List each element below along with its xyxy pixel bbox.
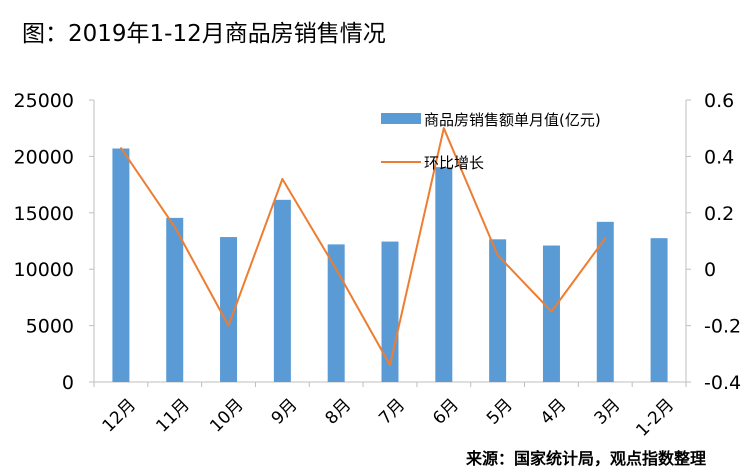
x-tick-label: 4月 bbox=[537, 395, 571, 429]
right-tick-label: -0.2 bbox=[704, 316, 741, 338]
bar bbox=[542, 245, 560, 382]
line-point bbox=[496, 254, 499, 256]
growth-line bbox=[120, 127, 607, 367]
chart-title: 图：2019年1-12月商品房销售情况 bbox=[22, 21, 386, 47]
bar bbox=[273, 199, 291, 382]
x-tick-label: 1-2月 bbox=[632, 395, 678, 441]
legend-line-label: 环比增长 bbox=[424, 154, 484, 172]
x-tick-label: 6月 bbox=[429, 395, 463, 429]
x-tick-label: 12月 bbox=[99, 395, 140, 436]
line-point bbox=[389, 364, 391, 366]
right-tick-label: 0.2 bbox=[704, 203, 734, 225]
x-tick-label: 10月 bbox=[206, 395, 247, 436]
x-tick-label: 3月 bbox=[591, 395, 625, 429]
left-tick-label: 5000 bbox=[26, 316, 74, 338]
left-tick-label: 0 bbox=[62, 372, 74, 394]
line-point bbox=[335, 268, 337, 271]
legend-bar-swatch bbox=[381, 113, 421, 124]
x-tick-labels: 12月 11月 10月 9月 8月 7月 6月 5月 4月 3月 1-2月 bbox=[99, 395, 679, 441]
right-tick-label: 0.6 bbox=[704, 90, 734, 112]
line-point bbox=[173, 226, 176, 228]
left-tick-label: 10000 bbox=[14, 259, 74, 281]
line-point bbox=[281, 178, 284, 180]
left-tick-label: 25000 bbox=[14, 90, 74, 112]
bar bbox=[220, 237, 238, 382]
bar bbox=[166, 217, 184, 382]
source-note: 来源：国家统计局，观点指数整理 bbox=[465, 449, 706, 468]
right-tick-label: -0.4 bbox=[704, 372, 741, 394]
legend-bar-label: 商品房销售额单月值(亿元) bbox=[424, 111, 601, 129]
x-tick-label: 7月 bbox=[375, 395, 409, 429]
line-point bbox=[443, 127, 445, 129]
legend: 商品房销售额单月值(亿元) 环比增长 bbox=[381, 111, 601, 172]
x-tick-label: 8月 bbox=[322, 395, 356, 429]
line-series bbox=[120, 127, 607, 367]
line-point bbox=[120, 147, 122, 149]
line-point bbox=[604, 237, 607, 239]
line-point bbox=[227, 324, 230, 327]
right-tick-label: 0 bbox=[704, 259, 716, 281]
axes: 0 5000 10000 15000 20000 25000 -0.4 -0.2 0 0.2 0.4… bbox=[14, 90, 742, 394]
bar bbox=[112, 148, 130, 382]
bar bbox=[435, 167, 453, 382]
bar bbox=[489, 239, 507, 382]
bar bbox=[596, 221, 614, 382]
x-tick-label: 5月 bbox=[483, 395, 517, 429]
left-tick-label: 20000 bbox=[14, 146, 74, 168]
right-tick-label: 0.4 bbox=[704, 146, 734, 168]
left-tick-label: 15000 bbox=[14, 203, 74, 225]
bar bbox=[327, 244, 345, 382]
x-tick-label: 9月 bbox=[268, 395, 302, 429]
x-tick-label: 11月 bbox=[152, 395, 193, 436]
bar bbox=[650, 238, 668, 382]
line-point bbox=[550, 310, 553, 313]
